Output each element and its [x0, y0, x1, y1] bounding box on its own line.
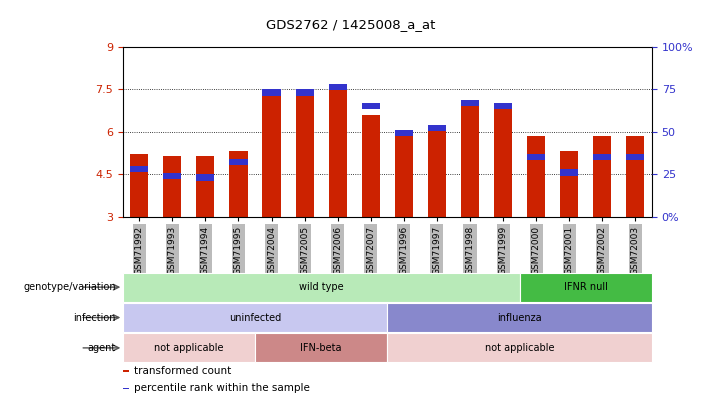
Bar [395, 130, 413, 136]
Text: transformed count: transformed count [135, 366, 231, 376]
Bar [626, 154, 644, 160]
Text: influenza: influenza [497, 313, 542, 322]
Bar [196, 156, 215, 217]
Bar [593, 154, 611, 160]
Bar [123, 370, 129, 372]
Bar [560, 169, 578, 175]
Text: uninfected: uninfected [229, 313, 281, 322]
Bar [296, 92, 314, 217]
Bar [494, 109, 512, 217]
Bar [296, 90, 314, 96]
Bar [362, 103, 380, 109]
Text: not applicable: not applicable [154, 343, 224, 353]
Bar [329, 84, 347, 90]
Bar [428, 129, 446, 217]
Bar [461, 106, 479, 217]
Bar [123, 303, 387, 332]
Bar [123, 333, 255, 362]
Bar [229, 151, 247, 217]
Bar [123, 273, 519, 302]
Text: infection: infection [73, 313, 116, 322]
Text: IFN-beta: IFN-beta [301, 343, 342, 353]
Text: IFNR null: IFNR null [564, 282, 608, 292]
Bar [362, 115, 380, 217]
Bar [163, 173, 182, 179]
Bar [387, 303, 652, 332]
Bar [130, 154, 149, 217]
Bar [593, 136, 611, 217]
Bar [255, 333, 387, 362]
Bar [262, 90, 280, 96]
Bar [428, 125, 446, 131]
Bar [519, 273, 652, 302]
Bar [196, 175, 215, 181]
Text: agent: agent [88, 343, 116, 353]
Bar [527, 154, 545, 160]
Bar [494, 103, 512, 109]
Text: wild type: wild type [299, 282, 343, 292]
Bar [130, 166, 149, 172]
Text: not applicable: not applicable [485, 343, 554, 353]
Text: percentile rank within the sample: percentile rank within the sample [135, 383, 311, 393]
Bar [387, 333, 652, 362]
Bar [329, 89, 347, 217]
Text: genotype/variation: genotype/variation [23, 282, 116, 292]
Bar [123, 388, 129, 389]
Bar [229, 159, 247, 165]
Bar [262, 92, 280, 217]
Bar [560, 151, 578, 217]
Bar [163, 156, 182, 217]
Bar [527, 136, 545, 217]
Bar [395, 131, 413, 217]
Bar [461, 100, 479, 106]
Text: GDS2762 / 1425008_a_at: GDS2762 / 1425008_a_at [266, 18, 435, 31]
Bar [626, 136, 644, 217]
